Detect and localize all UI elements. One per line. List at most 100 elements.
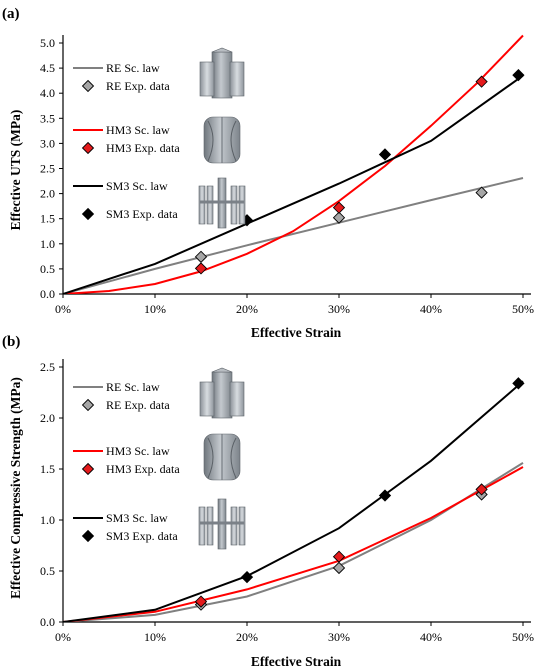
y-tick-label: 0.5 <box>40 262 55 276</box>
legend-label: RE Sc. law <box>106 61 160 75</box>
legend-marker-swatch <box>81 141 95 155</box>
y-tick-label: 0.0 <box>40 615 55 629</box>
legend-label: RE Exp. data <box>106 79 170 93</box>
y-tick-label: 1.5 <box>40 462 55 476</box>
data-point-re-exp-data <box>332 561 346 575</box>
structure-fin <box>230 185 238 225</box>
data-point-hm3-exp-data <box>194 595 208 608</box>
data-point-re-exp-data <box>475 186 488 199</box>
x-tick-label: 0% <box>55 630 71 644</box>
legend-label: SM3 Exp. data <box>106 207 178 221</box>
data-point-hm3-exp-data <box>475 483 488 496</box>
hm3-structure-icon <box>203 433 241 481</box>
structure-top <box>211 367 233 373</box>
panel-b-y-axis-title: Effective Compressive Strength (MPa) <box>8 377 23 599</box>
panel-a-plot-area: 0.0 0.5 1.0 1.5 2.0 2.5 3.0 3.5 4.0 4.5 5.0 0% 10% 20… <box>40 34 534 316</box>
panel-a-y-axis-title: Effective UTS (MPa) <box>8 110 23 231</box>
structure-curve-left <box>207 437 214 479</box>
legend-label: SM3 Exp. data <box>106 529 178 543</box>
y-tick-label: 1.0 <box>40 513 55 527</box>
x-tick-label: 20% <box>236 630 258 644</box>
sm3-structure-icon <box>198 498 246 550</box>
y-tick-label: 4.5 <box>40 61 55 75</box>
y-tick-label: 0.0 <box>40 287 55 301</box>
structure-fin <box>230 506 238 546</box>
data-point-hm3-exp-data <box>194 262 208 275</box>
y-tick-label: 5.0 <box>40 36 55 50</box>
legend-label: SM3 Sc. law <box>106 179 168 193</box>
data-point-sm3-exp-data <box>240 570 254 584</box>
x-tick-label: 50% <box>512 630 534 644</box>
structure-fin <box>206 506 214 546</box>
panel-a-legend: RE Sc. law RE Exp. data HM3 Sc. law HM3 Exp… <box>73 61 180 221</box>
series-line-sm3-sc-law <box>63 380 524 622</box>
legend-label: RE Sc. law <box>106 380 160 394</box>
data-point-hm3-exp-data <box>332 550 346 563</box>
y-tick-label: 4.0 <box>40 86 55 100</box>
structure-fin <box>198 506 206 546</box>
panel-a-x-axis-title: Effective Strain <box>251 325 342 340</box>
legend-label: HM3 Sc. law <box>106 123 170 137</box>
hm3-structure-icon <box>203 116 241 164</box>
structure-curve-right <box>230 120 237 162</box>
legend-label: HM3 Exp. data <box>106 462 180 476</box>
y-tick-label: 2.0 <box>40 187 55 201</box>
y-tick-label: 2.5 <box>40 162 55 176</box>
legend-marker-swatch <box>81 79 95 93</box>
structure-flange-left <box>199 381 215 417</box>
x-tick-label: 30% <box>328 630 350 644</box>
y-tick-label: 3.5 <box>40 111 55 125</box>
structure-top <box>211 47 233 53</box>
data-point-hm3-exp-data <box>475 75 488 88</box>
x-tick-label: 40% <box>420 302 442 316</box>
panel-b-legend: RE Sc. law RE Exp. data HM3 Sc. law HM3 Exp… <box>73 380 180 543</box>
panel-a-uts-chart: (a) Effective UTS (MPa) Effective Strain… <box>2 6 534 340</box>
structure-flange-left <box>199 61 215 97</box>
legend-marker-swatch <box>81 398 95 412</box>
data-point-hm3-exp-data <box>332 201 346 214</box>
structure-web <box>211 371 233 419</box>
structure-fin <box>238 185 246 225</box>
panel-b-compressive-chart: (b) Effective Compressive Strength (MPa)… <box>2 334 534 669</box>
panel-a-structure-icons <box>198 47 246 229</box>
structure-fin <box>198 185 206 225</box>
structure-flange-right <box>229 381 245 417</box>
legend-label: RE Exp. data <box>106 398 170 412</box>
x-tick-label: 10% <box>144 630 166 644</box>
re-structure-icon <box>199 367 245 419</box>
structure-curve-left <box>207 120 214 162</box>
x-tick-label: 10% <box>144 302 166 316</box>
legend-label: SM3 Sc. law <box>106 511 168 525</box>
structure-fin <box>238 506 246 546</box>
data-point-re-exp-data <box>194 250 208 263</box>
legend-label: HM3 Sc. law <box>106 444 170 458</box>
y-tick-label: 0.5 <box>40 564 55 578</box>
structure-fin <box>206 185 214 225</box>
series-line-hm3-sc-law <box>63 466 524 622</box>
x-tick-label: 30% <box>328 302 350 316</box>
y-tick-label: 2.5 <box>40 360 55 374</box>
panel-b-x-axis-title: Effective Strain <box>251 654 342 669</box>
y-tick-label: 3.0 <box>40 136 55 150</box>
series-line-hm3-sc-law <box>63 34 524 294</box>
series-line-re-sc-law <box>63 177 524 294</box>
panel-b-plot-area: 0.0 0.5 1.0 1.5 2.0 2.5 0% 10% 20% 30% 40% 50% <box>40 359 534 644</box>
structure-flange-right <box>229 61 245 97</box>
x-tick-label: 20% <box>236 302 258 316</box>
panel-b-structure-icons <box>198 367 246 550</box>
data-point-sm3-exp-data <box>512 377 525 390</box>
y-tick-label: 2.0 <box>40 411 55 425</box>
legend-marker-swatch <box>81 529 95 543</box>
panel-b-letter: (b) <box>2 334 20 350</box>
data-point-sm3-exp-data <box>512 68 525 82</box>
series-line-sm3-sc-law <box>63 74 524 294</box>
x-tick-label: 40% <box>420 630 442 644</box>
y-tick-label: 1.5 <box>40 212 55 226</box>
x-tick-label: 50% <box>512 302 534 316</box>
x-tick-label: 0% <box>55 302 71 316</box>
y-tick-label: 1.0 <box>40 237 55 251</box>
legend-marker-swatch <box>81 462 95 476</box>
data-point-sm3-exp-data <box>378 489 392 502</box>
data-point-sm3-exp-data <box>378 148 392 161</box>
